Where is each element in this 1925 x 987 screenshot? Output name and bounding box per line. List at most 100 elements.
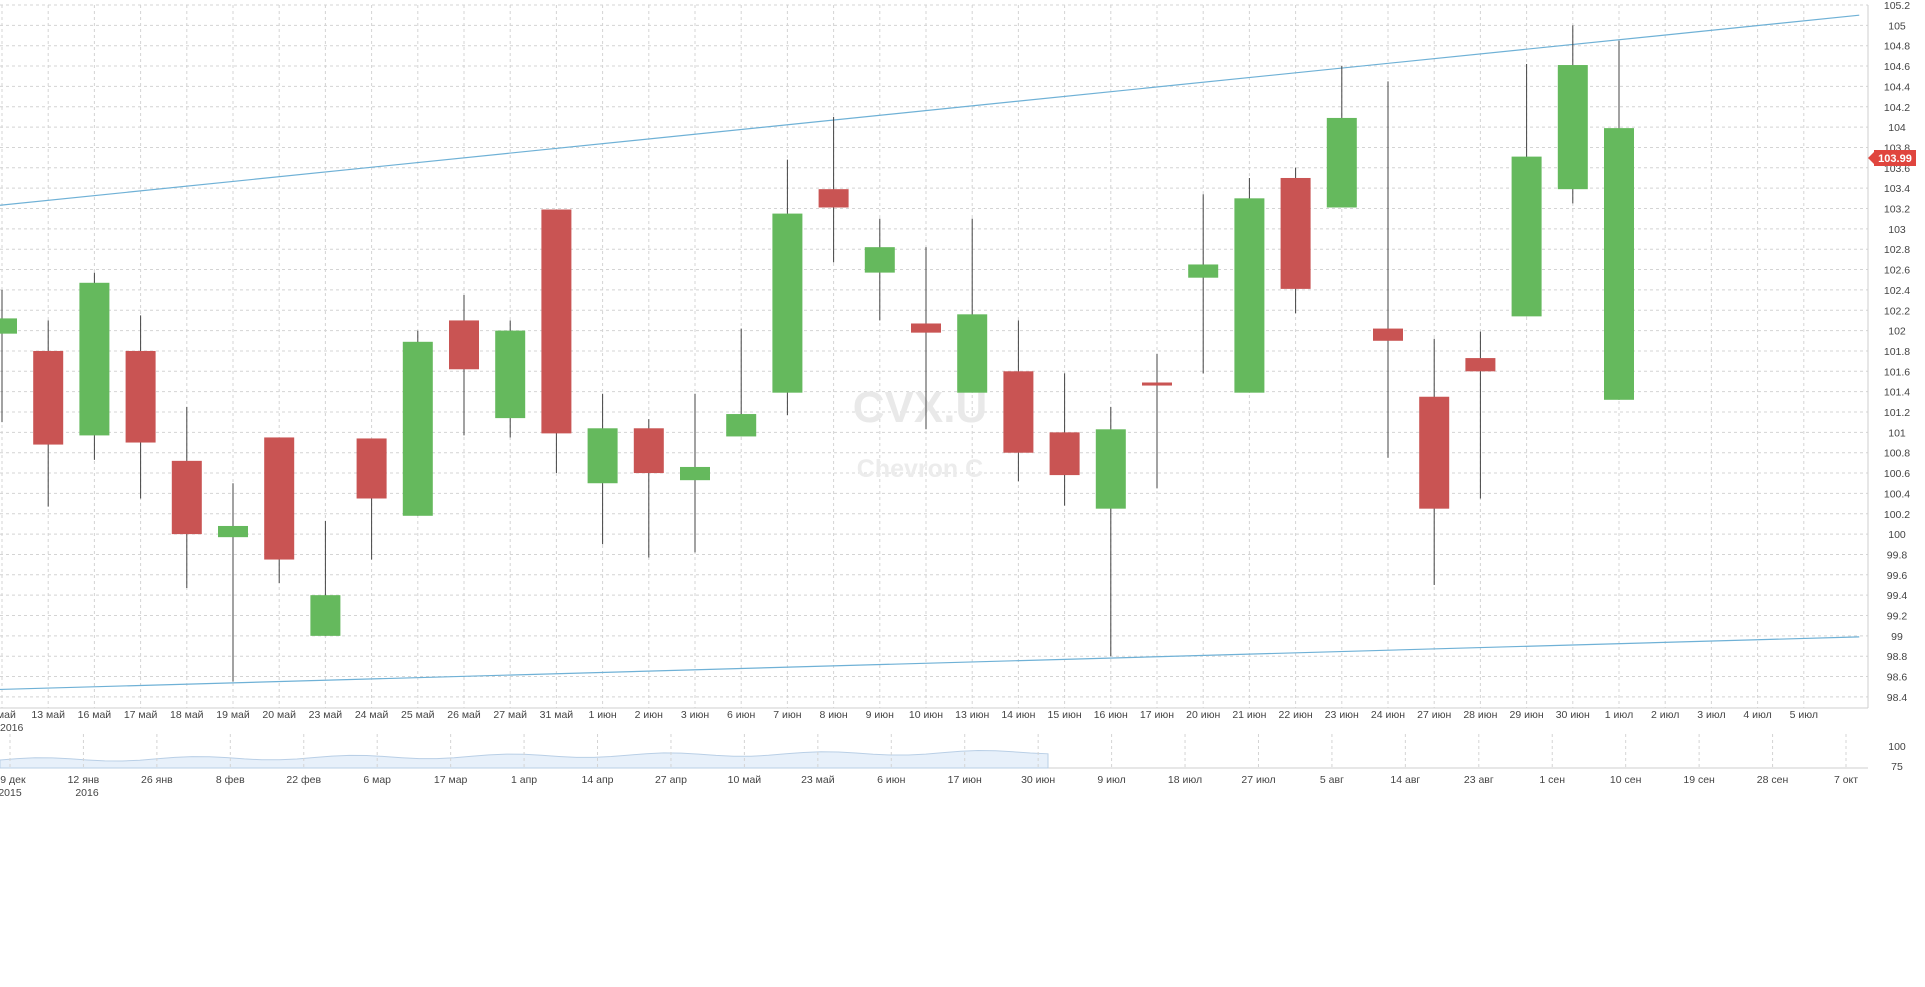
y-tick-label: 100.8 xyxy=(1884,448,1910,460)
navigator-x-sub-label: 2015 xyxy=(0,787,22,799)
navigator-x-label: 1 сен xyxy=(1539,774,1565,786)
candle[interactable] xyxy=(911,247,941,430)
candle[interactable] xyxy=(171,406,202,589)
x-tick-label: 19 май xyxy=(216,709,250,721)
navigator-x-label: 9 июл xyxy=(1097,774,1125,786)
x-tick-label: 31 май xyxy=(540,709,574,721)
navigator-x-label: 29 дек xyxy=(0,774,26,786)
x-tick-label: 2 май xyxy=(0,709,16,721)
candle[interactable] xyxy=(495,320,526,438)
candle-body xyxy=(864,247,895,273)
y-tick-label: 100.4 xyxy=(1884,488,1910,500)
x-tick-label: 9 июн xyxy=(866,709,894,721)
candle[interactable] xyxy=(1095,406,1126,657)
candle[interactable] xyxy=(1511,64,1542,317)
x-sub-label: 2016 xyxy=(0,722,24,734)
x-axis: 2 май 13 май 16 май 17 май 18 май 19 май 20 ма… xyxy=(0,707,1868,734)
trend-line[interactable] xyxy=(0,636,1860,691)
trend-line[interactable] xyxy=(0,14,1860,206)
candles xyxy=(0,25,1634,682)
candle[interactable] xyxy=(79,272,110,460)
candle[interactable] xyxy=(680,393,710,553)
x-tick-label: 8 июн xyxy=(819,709,847,721)
candle-body xyxy=(1142,382,1172,386)
candle[interactable] xyxy=(541,209,572,474)
candle-body xyxy=(495,330,526,419)
candle-body xyxy=(402,341,433,516)
candle[interactable] xyxy=(1373,81,1403,458)
x-tick-label: 17 июн xyxy=(1140,709,1174,721)
candle[interactable] xyxy=(864,218,895,321)
candle[interactable] xyxy=(1557,25,1588,204)
candle[interactable] xyxy=(1003,320,1034,482)
candle-body xyxy=(1604,128,1634,400)
candle[interactable] xyxy=(125,315,156,499)
y-tick-label: 103.4 xyxy=(1884,183,1910,195)
candle[interactable] xyxy=(1234,177,1265,393)
y-tick-label: 99.4 xyxy=(1887,590,1908,602)
candle[interactable] xyxy=(1142,354,1172,489)
candle-body xyxy=(818,189,849,208)
candle[interactable] xyxy=(818,116,849,263)
x-tick-label: 17 май xyxy=(124,709,158,721)
watermark-name: Chevron C xyxy=(857,455,983,483)
candle[interactable] xyxy=(264,437,295,583)
candle[interactable] xyxy=(587,393,618,545)
x-tick-label: 16 июн xyxy=(1094,709,1128,721)
x-tick-label: 21 июн xyxy=(1232,709,1266,721)
y-tick-label: 98.6 xyxy=(1887,672,1908,684)
candle[interactable] xyxy=(1419,338,1450,585)
candle[interactable] xyxy=(1049,373,1080,506)
candle-body xyxy=(541,209,572,434)
navigator-x-label: 30 июн xyxy=(1021,774,1055,786)
navigator-x-label: 12 янв xyxy=(68,774,100,786)
candle[interactable] xyxy=(356,438,387,560)
navigator-x-label: 28 сен xyxy=(1757,774,1789,786)
x-tick-label: 29 июн xyxy=(1510,709,1544,721)
candle[interactable] xyxy=(402,330,433,516)
candle[interactable] xyxy=(449,294,479,436)
x-tick-label: 2 июн xyxy=(635,709,663,721)
candle[interactable] xyxy=(772,159,803,416)
navigator-x-sub-label: 2016 xyxy=(75,787,99,799)
candle-body xyxy=(726,414,757,437)
candle-body xyxy=(680,466,710,481)
navigator-x-label: 7 окт xyxy=(1834,774,1858,786)
candle[interactable] xyxy=(726,328,757,437)
last-price-label: 103.99 xyxy=(1878,153,1912,165)
navigator-x-label: 22 фев xyxy=(286,774,321,786)
candle[interactable] xyxy=(1280,167,1311,314)
candle[interactable] xyxy=(1188,194,1219,374)
last-price-tag-box xyxy=(1874,150,1916,166)
candle-body xyxy=(33,350,64,445)
y-tick-label: 104.2 xyxy=(1884,102,1910,114)
y-tick-label: 99.8 xyxy=(1887,549,1908,561)
navigator-x-label: 26 янв xyxy=(141,774,173,786)
candle[interactable] xyxy=(310,520,341,636)
candle-body xyxy=(356,438,387,499)
candle[interactable] xyxy=(218,483,248,682)
y-tick-label: 104 xyxy=(1888,122,1906,134)
x-tick-label: 1 июн xyxy=(588,709,616,721)
candle-body xyxy=(911,323,941,333)
candle[interactable] xyxy=(33,320,64,507)
candle[interactable] xyxy=(0,289,17,423)
candle[interactable] xyxy=(633,419,664,558)
y-tick-label: 98.4 xyxy=(1887,692,1908,704)
navigator-y-label: 100 xyxy=(1888,741,1906,753)
y-tick-label: 102.8 xyxy=(1884,244,1910,256)
x-tick-label: 24 июн xyxy=(1371,709,1405,721)
candle[interactable] xyxy=(957,218,988,393)
navigator-x-label: 6 июн xyxy=(877,774,905,786)
candle[interactable] xyxy=(1465,331,1496,499)
candle-body xyxy=(1003,371,1034,453)
candle-body xyxy=(264,437,295,560)
y-tick-label: 104.4 xyxy=(1884,81,1910,93)
candle[interactable] xyxy=(1326,66,1357,208)
candle-body xyxy=(1419,396,1450,509)
x-tick-label: 27 июн xyxy=(1417,709,1451,721)
navigator[interactable]: 100 75 29 дек 12 янв 26 янв 8 фев 22 фев 6 мар 1… xyxy=(0,734,1906,799)
candle[interactable] xyxy=(1604,40,1634,400)
y-tick-label: 100.2 xyxy=(1884,509,1910,521)
